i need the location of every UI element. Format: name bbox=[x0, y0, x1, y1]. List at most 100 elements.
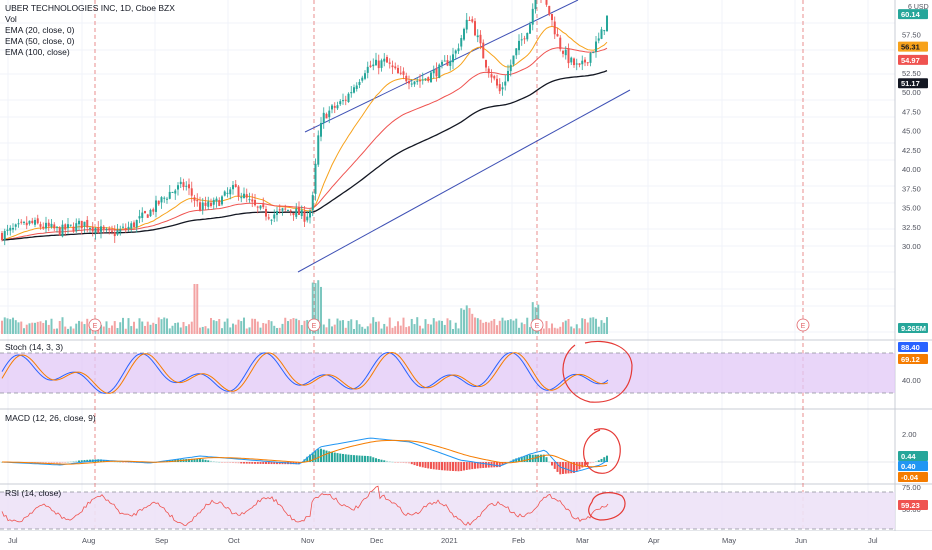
volume-bar bbox=[331, 326, 333, 334]
volume-bar bbox=[317, 280, 320, 334]
volume-bar bbox=[375, 321, 377, 334]
volume-bar bbox=[190, 321, 193, 334]
macd-histogram-bar bbox=[454, 462, 457, 472]
candle-body bbox=[58, 227, 61, 236]
macd-histogram-bar bbox=[443, 462, 446, 471]
macd-histogram-bar bbox=[212, 461, 215, 463]
candle-body bbox=[61, 224, 64, 237]
macd-histogram-bar bbox=[67, 461, 69, 463]
volume-bar bbox=[254, 318, 256, 334]
volume-bar bbox=[102, 326, 105, 334]
macd-histogram-bar bbox=[523, 455, 526, 462]
macd-histogram-bar bbox=[430, 462, 432, 469]
volume-bar bbox=[278, 327, 281, 334]
time-tick-label: Aug bbox=[82, 536, 95, 545]
candle-body bbox=[485, 60, 487, 68]
volume-bar bbox=[399, 325, 402, 334]
candle-body bbox=[372, 64, 375, 67]
macd-histogram-bar bbox=[278, 462, 281, 465]
candle-body bbox=[545, 0, 548, 5]
volume-bar bbox=[413, 324, 416, 334]
volume-bar bbox=[179, 327, 182, 334]
volume-legend: Vol bbox=[5, 14, 17, 24]
candle-body bbox=[501, 87, 504, 90]
stoch-annotation-circle bbox=[562, 340, 633, 403]
candle-body bbox=[160, 197, 163, 203]
macd-histogram-bar bbox=[435, 462, 438, 470]
ema100-legend: EMA (100, close) bbox=[5, 47, 70, 57]
candle-body bbox=[421, 79, 424, 81]
volume-bar bbox=[366, 326, 369, 334]
candle-body bbox=[595, 41, 597, 52]
candle-body bbox=[322, 112, 325, 124]
candle-body bbox=[130, 223, 133, 229]
macd-histogram-bar bbox=[168, 460, 171, 462]
macd-line-tag-text: 0.40 bbox=[901, 462, 916, 471]
macd-histogram-bar bbox=[515, 458, 518, 462]
macd-histogram-bar bbox=[567, 462, 570, 474]
volume-bar bbox=[529, 327, 531, 334]
macd-histogram-bar bbox=[457, 462, 460, 472]
volume-bar bbox=[273, 325, 276, 334]
candle-body bbox=[597, 38, 600, 41]
macd-histogram-bar bbox=[421, 462, 424, 468]
stoch-k-line bbox=[1, 351, 609, 394]
macd-histogram-bar bbox=[193, 458, 196, 462]
volume-bar bbox=[562, 322, 564, 334]
macd-histogram-bar bbox=[570, 462, 573, 474]
stoch-lines bbox=[1, 351, 609, 394]
candle-body bbox=[226, 192, 229, 194]
candle-body bbox=[507, 70, 509, 81]
candle-body bbox=[199, 202, 201, 211]
candle-body bbox=[141, 212, 144, 218]
candle-body bbox=[146, 214, 149, 218]
volume-bar bbox=[531, 302, 534, 334]
candle-body bbox=[237, 186, 240, 197]
candle-body bbox=[278, 209, 281, 211]
candle-body bbox=[520, 39, 523, 41]
volume-bar bbox=[509, 319, 512, 334]
volume-bar bbox=[328, 318, 331, 334]
candle-body bbox=[589, 53, 592, 63]
macd-histogram-bar bbox=[416, 462, 419, 466]
macd-histogram-bar bbox=[364, 455, 366, 462]
macd-histogram-bar bbox=[482, 462, 485, 468]
volume-bar bbox=[141, 321, 144, 334]
volume-bar bbox=[284, 317, 287, 334]
macd-histogram-bar bbox=[122, 462, 124, 463]
macd-line-tag-bg bbox=[898, 461, 928, 471]
candle-body bbox=[377, 60, 380, 69]
candle-body bbox=[94, 227, 97, 234]
candle-body bbox=[366, 66, 369, 73]
volume-bar bbox=[430, 324, 432, 334]
macd-histogram-bar bbox=[377, 458, 380, 462]
volume-bar bbox=[36, 321, 39, 334]
stoch-tick-label: 40.00 bbox=[902, 376, 921, 385]
candle-body bbox=[124, 228, 127, 230]
candle-body bbox=[432, 69, 435, 74]
volume-bar bbox=[149, 324, 152, 334]
volume-bar bbox=[188, 324, 190, 334]
candle-body bbox=[534, 0, 537, 10]
candle-body bbox=[36, 218, 39, 224]
candle-body bbox=[262, 204, 265, 208]
candle-body bbox=[12, 227, 14, 230]
macd-histogram-bar bbox=[386, 460, 388, 462]
macd-histogram-bar bbox=[581, 462, 584, 468]
macd-histogram-bar bbox=[548, 461, 551, 463]
volume-bar bbox=[372, 317, 375, 334]
price-tick-label: 40.00 bbox=[902, 165, 921, 174]
candle-body bbox=[34, 219, 36, 225]
volume-bar bbox=[240, 321, 243, 334]
stoch-k-tag-text: 88.40 bbox=[901, 343, 920, 352]
macd-histogram-bar bbox=[320, 448, 322, 462]
volume-bar bbox=[397, 321, 399, 334]
candle-body bbox=[259, 205, 262, 209]
ema20-tag-text: 56.31 bbox=[901, 43, 920, 52]
macd-hist-tag-bg bbox=[898, 451, 928, 461]
volume-bar bbox=[311, 282, 314, 334]
macd-histogram-bar bbox=[476, 462, 479, 469]
macd-histogram-bar bbox=[452, 462, 454, 471]
volume-bar bbox=[589, 317, 592, 334]
candle-body bbox=[223, 191, 226, 196]
